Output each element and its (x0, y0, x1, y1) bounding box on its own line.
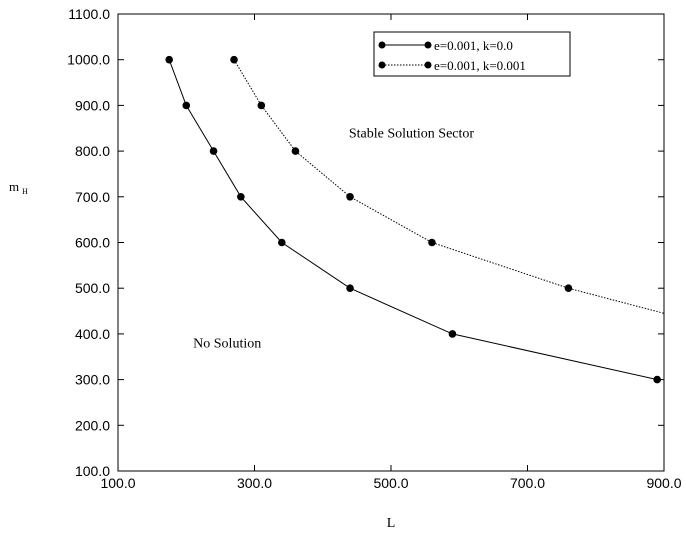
legend-marker (424, 41, 432, 49)
series-1-point (237, 193, 245, 201)
y-tick-label: 500.0 (75, 280, 110, 296)
series-1-point (278, 238, 286, 247)
legend-marker (378, 41, 386, 49)
legend-box (373, 31, 571, 77)
legend-marker (424, 61, 432, 69)
x-tick-label: 300.0 (237, 475, 272, 491)
series-2-point (346, 193, 354, 201)
series-1-point (653, 375, 661, 384)
axis-ticks: 100.0 300.0 500.0 700.0 900.0 100.0 200.0 300.0… (67, 6, 682, 491)
legend-entry-label: e=0.001, k=0.001 (434, 58, 526, 73)
series-2-point (257, 101, 266, 110)
series-2-point (428, 238, 436, 247)
legend-entry-label: e=0.001, k=0.0 (434, 38, 513, 53)
y-tick-label: 700.0 (75, 189, 110, 205)
y-axis-label-main: m (9, 179, 19, 194)
y-axis-label-subscript: H (22, 187, 28, 196)
series-1-point (346, 284, 354, 293)
x-tick-label: 700.0 (510, 475, 545, 491)
annotation-label: No Solution (193, 337, 261, 352)
series-2-point (564, 284, 573, 293)
series-1-point (209, 147, 218, 155)
y-tick-label: 400.0 (75, 326, 110, 342)
y-tick-label: 200.0 (75, 417, 110, 433)
series-1-point (165, 55, 173, 64)
series-1-point (448, 330, 457, 338)
x-axis-label: L (387, 516, 396, 531)
y-tick-label: 1100.0 (68, 6, 110, 22)
y-tick-label: 800.0 (75, 143, 110, 159)
legend-marker (378, 61, 386, 69)
series-2-point (291, 147, 300, 155)
series-line-2 (233, 59, 665, 314)
y-tick-label: 900.0 (75, 97, 110, 113)
y-tick-label: 300.0 (75, 372, 110, 388)
x-tick-label: 500.0 (373, 475, 408, 491)
series-layer (165, 55, 665, 384)
series-2-point (230, 55, 238, 64)
y-tick-label: 600.0 (75, 235, 110, 251)
y-tick-label: 100.0 (75, 463, 110, 479)
x-tick-label: 100.0 (100, 475, 135, 491)
series-line-1 (168, 59, 658, 381)
y-tick-label: 1000.0 (67, 52, 110, 68)
x-tick-label: 900.0 (646, 475, 681, 491)
legend: e=0.001, k=0.0 e=0.001, k=0.001 (373, 31, 571, 77)
annotation-layer: Stable Solution Sector No Solution (193, 126, 474, 351)
plot-frame (117, 13, 665, 472)
series-1-point (182, 101, 191, 110)
annotation-label: Stable Solution Sector (349, 126, 475, 141)
